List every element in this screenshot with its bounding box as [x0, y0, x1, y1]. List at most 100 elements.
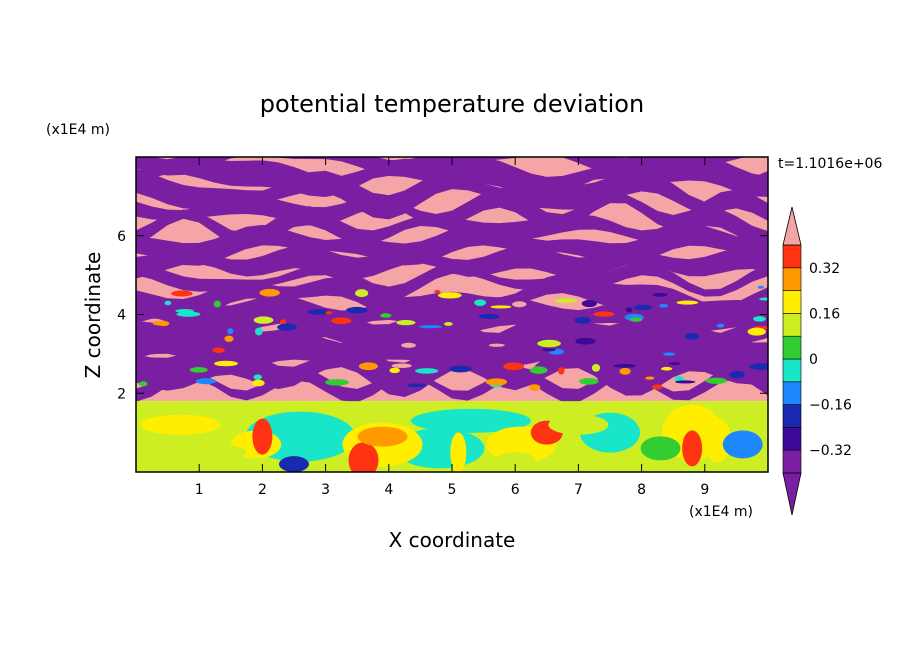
boundary-layer-eddy	[348, 442, 379, 472]
filament	[557, 367, 565, 375]
filament	[575, 337, 596, 345]
x-tick-label: 1	[195, 482, 204, 498]
filament	[175, 308, 194, 313]
boundary-layer-eddy	[682, 430, 703, 467]
filament	[253, 316, 274, 324]
colorbar-segment	[782, 404, 802, 428]
filament	[253, 374, 262, 380]
purple-layer	[136, 157, 746, 177]
colorbar-segment	[782, 313, 802, 337]
filament	[574, 317, 592, 324]
filament	[512, 301, 527, 308]
y-tick-label: 2	[117, 386, 126, 402]
x-tick-label: 6	[511, 482, 520, 498]
x-tick-label: 7	[574, 482, 583, 498]
boundary-layer-eddy	[450, 432, 467, 472]
filament	[674, 380, 696, 384]
filament	[629, 317, 643, 322]
colorbar-segment	[782, 449, 802, 474]
y-axis: 2 4 6	[117, 229, 768, 402]
filament	[747, 327, 766, 336]
filament	[444, 322, 453, 326]
filament	[593, 311, 615, 317]
filament	[554, 298, 577, 303]
filament	[674, 375, 684, 382]
boundary-layer-eddy	[252, 418, 273, 455]
filament	[254, 327, 263, 336]
colorbar-segment	[782, 381, 802, 405]
boundary-layer-eddy	[548, 414, 609, 435]
boundary-layer-eddy	[279, 456, 309, 472]
y-tick-label: 6	[117, 229, 126, 245]
filament	[307, 309, 331, 315]
filament	[449, 365, 472, 373]
filament	[212, 347, 225, 353]
chart-title: potential temperature deviation	[260, 90, 644, 118]
filament	[355, 289, 369, 298]
boundary-layer-eddy	[703, 418, 732, 463]
filament	[579, 377, 599, 385]
filament	[503, 362, 525, 371]
filament	[652, 292, 668, 297]
filament	[189, 367, 208, 373]
filament	[684, 332, 700, 340]
filament	[488, 343, 505, 347]
colorbar-segment	[782, 335, 802, 360]
x-unit-label: (x1E4 m)	[689, 504, 753, 520]
filament	[625, 307, 633, 313]
filament	[259, 288, 280, 297]
filament	[529, 366, 548, 374]
boundary-layer-eddy	[722, 430, 763, 459]
filament	[213, 300, 221, 308]
filament	[581, 299, 597, 308]
filament	[633, 304, 653, 311]
filament	[401, 342, 416, 348]
filament	[753, 316, 766, 322]
filament	[478, 313, 500, 319]
filament	[668, 361, 681, 366]
x-tick-label: 2	[258, 482, 267, 498]
boundary-layer-eddy	[495, 452, 536, 469]
filament	[325, 379, 350, 386]
filament	[358, 362, 378, 371]
filament	[716, 323, 725, 328]
boundary-layer-eddy	[176, 444, 247, 461]
colorbar: 0.32 0.16 0 −0.16 −0.32	[782, 206, 852, 516]
filament	[537, 339, 561, 348]
filament	[663, 352, 676, 356]
boundary-layer-eddy	[357, 426, 408, 447]
filament	[757, 285, 764, 289]
filament	[391, 363, 412, 369]
filament	[542, 348, 556, 352]
boundary-layer-eddy	[410, 408, 531, 433]
filament	[485, 378, 508, 386]
filament	[651, 384, 663, 390]
colorbar-segment	[782, 358, 802, 383]
filament	[437, 292, 462, 299]
y-axis-label: Z coordinate	[81, 252, 105, 379]
colorbar-segment	[782, 244, 802, 269]
filament	[252, 379, 265, 387]
boundary-layer-eddy	[640, 436, 681, 461]
filament	[171, 290, 193, 297]
filament	[158, 322, 169, 327]
colorbar-max-arrow	[782, 206, 802, 246]
purple-layer	[136, 261, 768, 301]
colorbar-segment	[782, 290, 802, 314]
filament	[406, 383, 427, 388]
filament	[214, 360, 238, 367]
filament	[138, 381, 148, 387]
colorbar-tick-label: −0.32	[809, 443, 852, 459]
x-tick-label: 5	[448, 482, 457, 498]
filament	[749, 363, 768, 370]
filament	[176, 311, 201, 317]
filament	[380, 313, 392, 318]
filament	[277, 323, 297, 331]
filament	[528, 384, 541, 391]
colorbar-segment	[782, 267, 802, 291]
filament	[415, 368, 439, 374]
filament	[396, 319, 416, 326]
filament	[195, 378, 217, 385]
